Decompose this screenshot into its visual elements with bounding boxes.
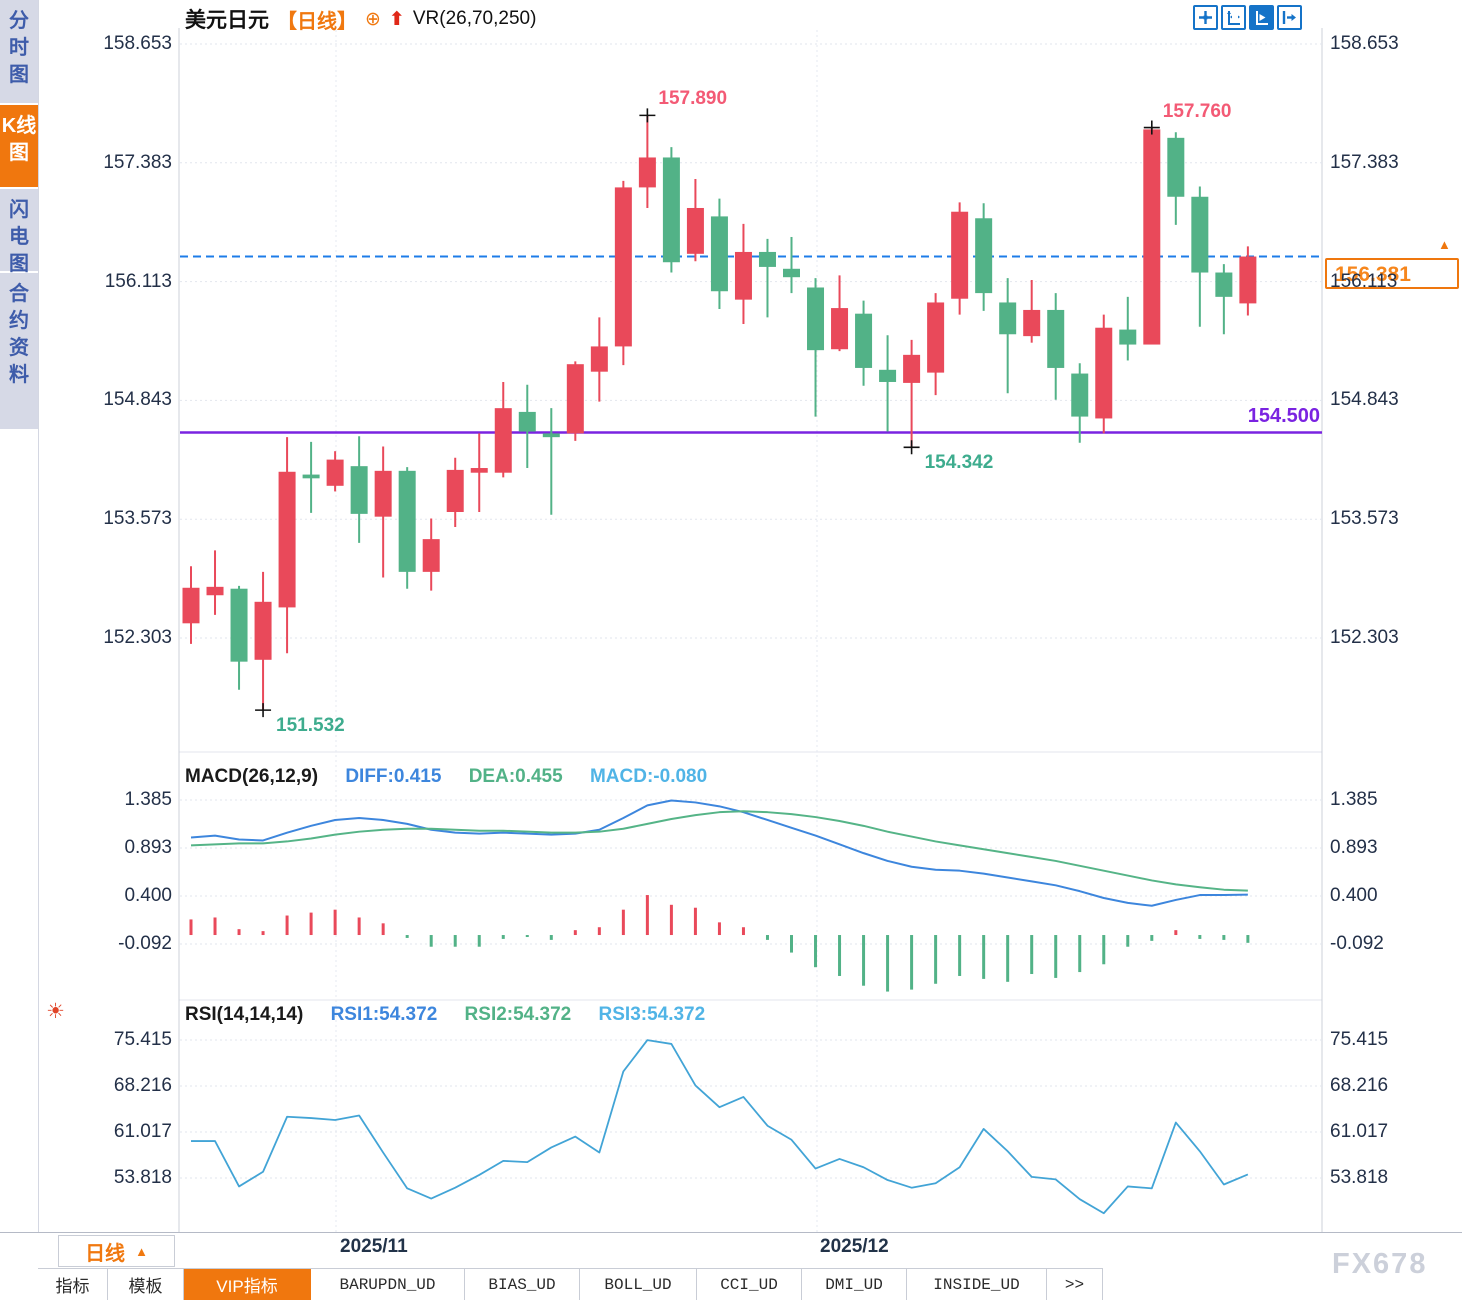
rsi2-value: RSI2:54.372: [464, 1004, 572, 1025]
high-annotation: 157.760: [1162, 100, 1232, 122]
auto-scroll-button[interactable]: [1249, 5, 1274, 30]
macd-header: MACD(26,12,9) DIFF:0.415 DEA:0.455 MACD:…: [185, 766, 729, 788]
chart-toolbar: [1193, 5, 1302, 30]
axis-label: -0.092: [118, 932, 172, 954]
tab-more[interactable]: >>: [1047, 1269, 1103, 1300]
rsi-header: RSI(14,14,14) RSI1:54.372 RSI2:54.372 RS…: [185, 1004, 727, 1026]
high-annotation: 157.890: [658, 88, 728, 110]
tab-indicators[interactable]: 指标: [38, 1269, 108, 1300]
vr-indicator-label: VR(26,70,250): [412, 8, 537, 29]
x-axis-date: 2025/11: [340, 1236, 408, 1257]
period-selector[interactable]: 日线 ▲: [58, 1235, 175, 1267]
x-axis-date: 2025/12: [820, 1236, 889, 1257]
support-price-label: 154.500: [1247, 405, 1320, 428]
axis-label: 156.113: [104, 270, 172, 292]
rsi3-value: RSI3:54.372: [598, 1004, 706, 1025]
axis-label: 153.573: [103, 508, 172, 530]
axis-label: 61.017: [113, 1121, 172, 1142]
axis-label: 158.653: [103, 33, 172, 54]
jump-latest-icon: [1282, 11, 1296, 24]
sidebar-item-contract-info[interactable]: 合约资料: [0, 273, 38, 429]
axis-scale-button[interactable]: [1221, 5, 1246, 30]
bottom-axis-divider: [0, 1232, 1462, 1233]
indicator-tab-bar: 指标 模板 VIP指标 BARUPDN_UD BIAS_UD BOLL_UD C…: [38, 1268, 1103, 1300]
pan-crosshair-icon: [1199, 11, 1212, 24]
axis-label: 0.893: [1330, 836, 1378, 858]
sun-icon[interactable]: ☀: [46, 1000, 65, 1023]
sidebar-item-time-chart[interactable]: 分时图: [0, 0, 38, 103]
axis-label: 53.818: [1330, 1167, 1389, 1188]
axis-label: -0.092: [1330, 932, 1384, 954]
axis-label: 152.303: [1330, 626, 1399, 648]
chevron-up-icon: ▲: [135, 1243, 148, 1259]
axis-label: 156.113: [1330, 270, 1398, 292]
symbol-name: 美元日元: [185, 9, 269, 32]
tab-barupdn-ud[interactable]: BARUPDN_UD: [311, 1269, 465, 1300]
tab-dmi-ud[interactable]: DMI_UD: [802, 1269, 907, 1300]
left-sidebar: 分时图 K线图 闪电图 合约资料: [0, 0, 39, 1232]
axis-label: 157.383: [1330, 151, 1399, 173]
period-selector-label: 日线: [85, 1242, 126, 1265]
auto-scroll-icon: [1256, 11, 1268, 25]
jump-latest-button[interactable]: [1277, 5, 1302, 30]
up-arrow-icon: ⬆: [388, 8, 405, 30]
axis-label: 61.017: [1330, 1121, 1389, 1142]
axis-label: 157.383: [103, 151, 172, 173]
axis-label: 153.573: [1330, 508, 1399, 530]
axis-label: 0.400: [124, 885, 172, 907]
current-price-box: 156.381: [1325, 257, 1459, 289]
axis-label: 1.385: [1330, 789, 1378, 810]
axis-label: 75.415: [113, 1029, 172, 1050]
tab-vip-indicators[interactable]: VIP指标: [184, 1269, 311, 1300]
macd-name: MACD(26,12,9): [185, 766, 319, 787]
tab-boll-ud[interactable]: BOLL_UD: [580, 1269, 697, 1300]
rsi1-value: RSI1:54.372: [330, 1004, 438, 1025]
axis-label: 152.303: [103, 626, 172, 648]
watermark: FX678: [1332, 1248, 1428, 1280]
pan-crosshair-button[interactable]: [1193, 5, 1218, 30]
rsi-name: RSI(14,14,14): [185, 1004, 304, 1025]
sidebar-item-flash-chart[interactable]: 闪电图: [0, 189, 38, 275]
axis-label: 68.216: [1330, 1075, 1389, 1096]
macd-dea-value: DEA:0.455: [468, 766, 563, 787]
tab-templates[interactable]: 模板: [108, 1269, 184, 1300]
axis-label: 0.400: [1330, 885, 1378, 907]
chart-canvas: [178, 28, 1323, 1232]
axis-label: 53.818: [113, 1167, 172, 1188]
axis-label: 154.843: [103, 389, 172, 411]
tab-bias-ud[interactable]: BIAS_UD: [465, 1269, 580, 1300]
axis-label: 68.216: [113, 1075, 172, 1096]
sidebar-item-candle-chart[interactable]: K线图: [0, 105, 38, 187]
axis-label: 154.843: [1330, 389, 1399, 411]
price-up-triangle-icon: ▲: [1438, 236, 1451, 252]
axis-label: 75.415: [1330, 1029, 1389, 1050]
low-annotation: 154.342: [924, 452, 994, 474]
macd-macd-value: MACD:-0.080: [589, 766, 708, 787]
tab-cci-ud[interactable]: CCI_UD: [697, 1269, 802, 1300]
period-tag: 【日线】: [277, 10, 357, 33]
axis-scale-icon: [1227, 11, 1240, 25]
circle-plus-icon[interactable]: ⊕: [365, 8, 381, 30]
axis-label: 158.653: [1330, 33, 1399, 54]
low-annotation: 151.532: [276, 715, 345, 737]
axis-label: 0.893: [124, 836, 172, 858]
chart-title: 美元日元 【日线】 ⊕ ⬆ VR(26,70,250): [185, 6, 537, 33]
macd-diff-value: DIFF:0.415: [345, 766, 442, 787]
axis-label: 1.385: [124, 789, 172, 810]
tab-inside-ud[interactable]: INSIDE_UD: [907, 1269, 1047, 1300]
